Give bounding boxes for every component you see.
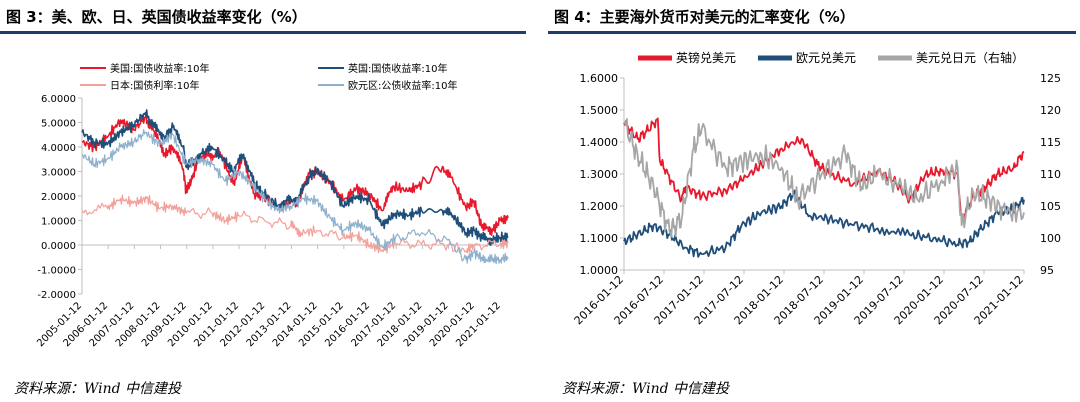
y2-tick-label: 115 [1040,136,1061,149]
y-tick-label: 4.0000 [41,143,76,154]
source-note: 资料来源：Wind 中信建投 [14,381,182,397]
series-line [81,194,509,254]
y2-tick-label: 110 [1040,168,1061,181]
series-line [623,117,1025,220]
chart-title: 图 4：主要海外货币对美元的汇率变化（%） [554,8,855,26]
title-divider [548,31,1076,34]
y-tick-label: 2.0000 [41,192,76,203]
y2-tick-label: 105 [1040,200,1061,213]
y-tick-label: -1.0000 [37,266,76,277]
series-line [81,109,509,246]
y2-tick-label: 95 [1040,264,1054,277]
y-tick-label: 1.1000 [580,232,619,245]
y-tick-label: 1.0000 [580,264,619,277]
y-tick-label: 3.0000 [41,168,76,179]
series-line [81,129,509,265]
bond-yield-panel: 图 3：美、欧、日、英国债收益率变化（%） 6.0000 5.0000 4.0000… [0,0,530,402]
series-line [623,189,1025,258]
y2-tick-label: 100 [1040,232,1061,245]
y-tick-label: 5.0000 [41,119,76,130]
chart-title: 图 3：美、欧、日、英国债收益率变化（%） [6,8,307,26]
y2-tick-label: 125 [1040,72,1061,85]
legend-label: 日本:国债利率:10年 [110,79,199,92]
legend-label: 英镑兑美元 [676,50,736,65]
series-line [623,118,1025,238]
y-tick-label: 1.2000 [580,200,619,213]
y-tick-label: 1.4000 [580,136,619,149]
legend-label: 欧元区:公债收益率:10年 [348,79,457,92]
y2-tick-label: 120 [1040,104,1061,117]
y-tick-label: 1.6000 [580,72,619,85]
source-note: 资料来源：Wind 中信建投 [562,381,730,397]
legend-label: 英国:国债收益率:10年 [348,62,447,75]
y-tick-label: 1.3000 [580,168,619,181]
legend-label: 美元兑日元（右轴） [916,50,1024,65]
y-tick-label: -2.0000 [37,290,76,301]
y-tick-label: 6.0000 [41,94,76,105]
legend-label: 美国:国债收益率:10年 [110,62,209,75]
y-tick-label: 1.5000 [580,104,619,117]
fx-rate-panel: 图 4：主要海外货币对美元的汇率变化（%） 1.6000 1.5000 1.4000… [548,0,1080,402]
title-divider [0,31,526,34]
bond-yield-chart: 6.0000 5.0000 4.0000 3.0000 2.0000 1.0000 0.00… [35,62,509,349]
y-tick-label: 1.0000 [41,217,76,228]
y-tick-label: 0.0000 [41,241,76,252]
fx-rate-chart: 1.6000 1.5000 1.4000 1.3000 1.2000 1.1000 1.00… [572,50,1061,327]
legend-label: 欧元兑美元 [796,51,856,65]
